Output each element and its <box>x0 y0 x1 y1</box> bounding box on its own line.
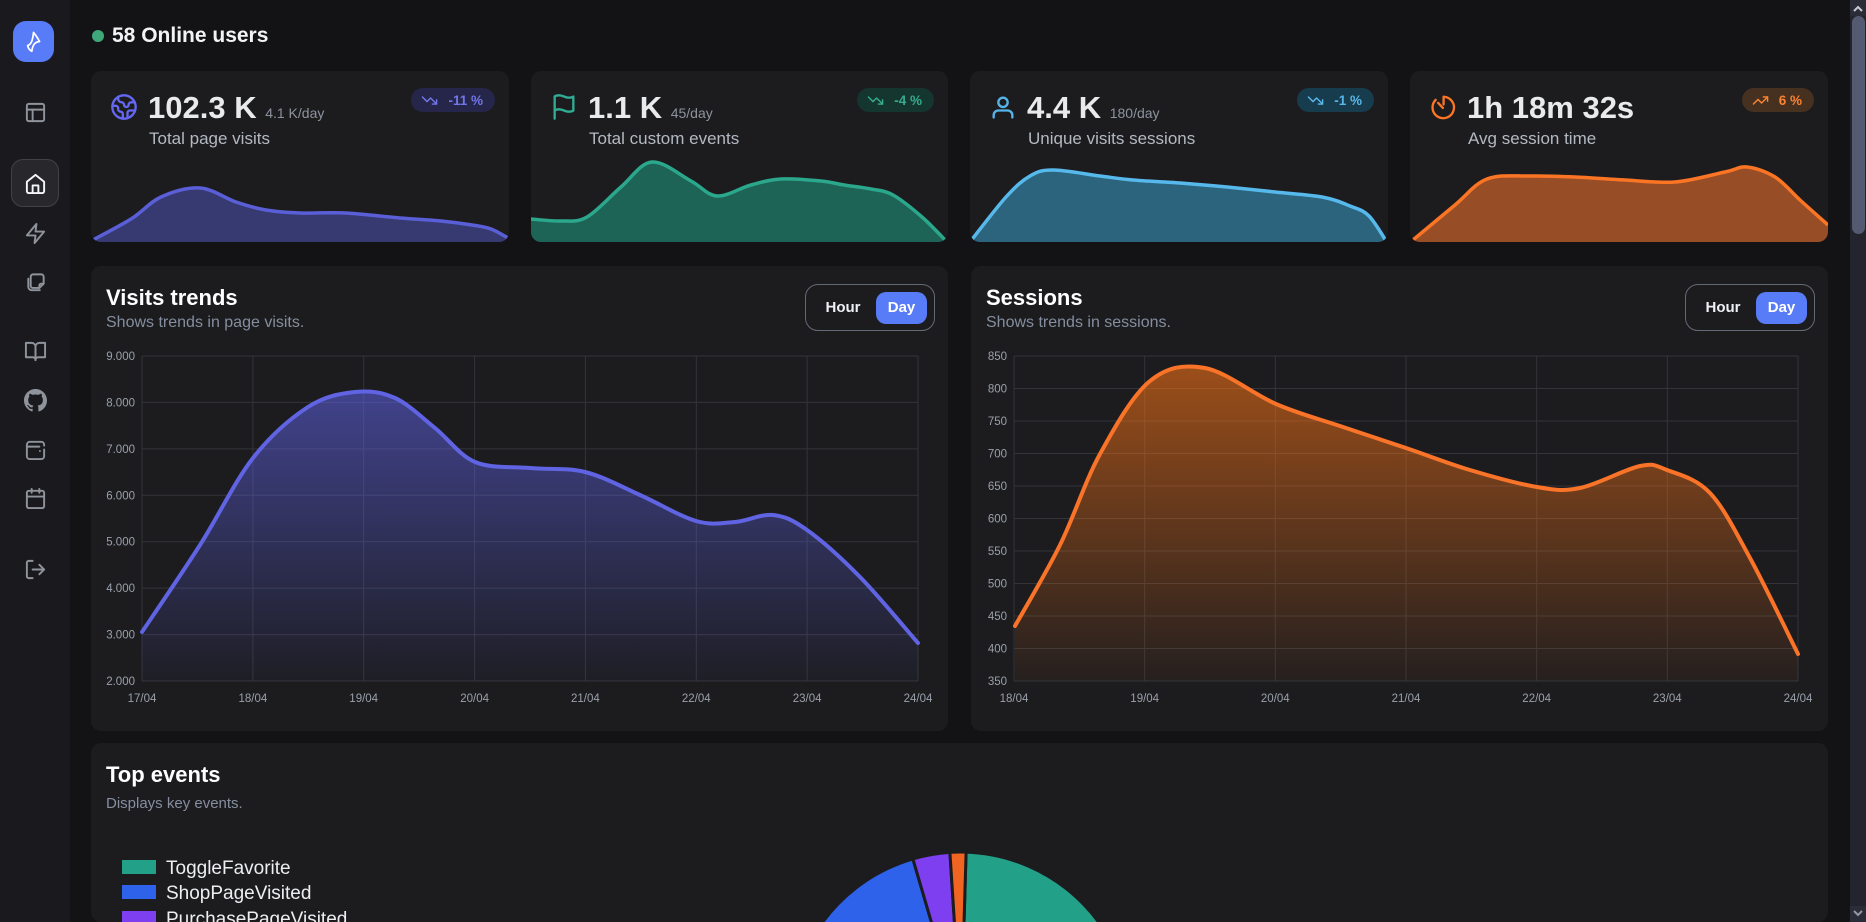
svg-text:8.000: 8.000 <box>106 397 135 409</box>
svg-text:650: 650 <box>988 481 1007 493</box>
svg-text:21/04: 21/04 <box>1392 693 1421 705</box>
svg-text:3.000: 3.000 <box>106 630 135 642</box>
svg-text:850: 850 <box>988 351 1007 363</box>
svg-text:19/04: 19/04 <box>1130 693 1159 705</box>
svg-text:550: 550 <box>988 546 1007 558</box>
svg-text:22/04: 22/04 <box>682 693 711 705</box>
svg-text:20/04: 20/04 <box>1261 693 1290 705</box>
svg-text:9.000: 9.000 <box>106 351 135 363</box>
svg-text:20/04: 20/04 <box>460 693 489 705</box>
svg-text:23/04: 23/04 <box>793 693 822 705</box>
svg-text:800: 800 <box>988 384 1007 396</box>
svg-text:19/04: 19/04 <box>349 693 378 705</box>
svg-text:7.000: 7.000 <box>106 444 135 456</box>
svg-text:18/04: 18/04 <box>239 693 268 705</box>
svg-text:350: 350 <box>988 676 1007 688</box>
svg-text:2.000: 2.000 <box>106 676 135 688</box>
svg-text:750: 750 <box>988 416 1007 428</box>
svg-text:18/04: 18/04 <box>1000 693 1029 705</box>
svg-text:17/04: 17/04 <box>128 693 157 705</box>
svg-text:400: 400 <box>988 644 1007 656</box>
svg-text:500: 500 <box>988 579 1007 591</box>
svg-text:600: 600 <box>988 514 1007 526</box>
svg-text:23/04: 23/04 <box>1653 693 1682 705</box>
svg-text:4.000: 4.000 <box>106 583 135 595</box>
svg-text:6.000: 6.000 <box>106 490 135 502</box>
svg-text:24/04: 24/04 <box>1784 693 1813 705</box>
svg-text:5.000: 5.000 <box>106 537 135 549</box>
svg-text:700: 700 <box>988 449 1007 461</box>
svg-text:24/04: 24/04 <box>904 693 933 705</box>
svg-text:21/04: 21/04 <box>571 693 600 705</box>
svg-text:450: 450 <box>988 611 1007 623</box>
svg-text:22/04: 22/04 <box>1522 693 1551 705</box>
